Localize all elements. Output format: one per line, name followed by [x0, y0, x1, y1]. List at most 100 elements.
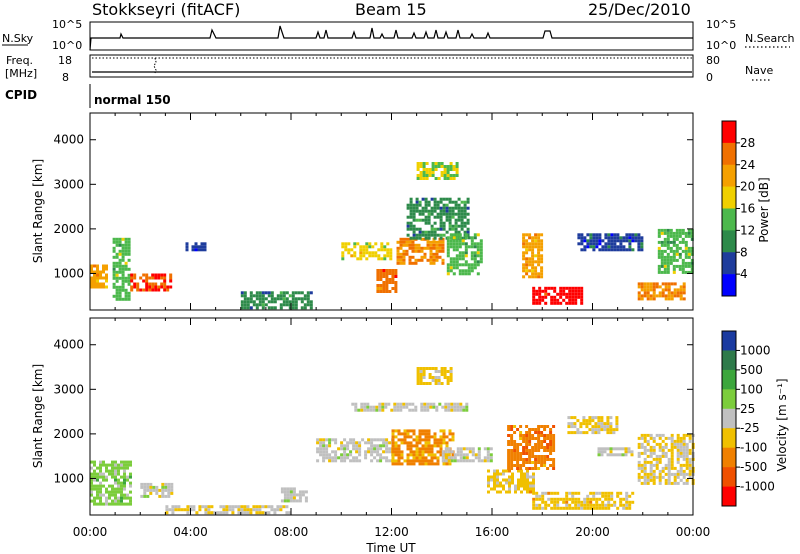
power-cell	[376, 275, 380, 278]
power-cell	[537, 251, 541, 255]
velocity-cell	[532, 497, 536, 501]
power-cell	[383, 248, 387, 252]
velocity-cell	[403, 438, 407, 442]
velocity-cell	[183, 508, 187, 512]
power-cell	[449, 269, 453, 273]
velocity-cell	[375, 405, 379, 409]
power-cell	[439, 221, 443, 225]
power-cell	[595, 236, 599, 240]
velocity-colorbar-tick-label: 1000	[740, 343, 771, 357]
velocity-cell	[679, 478, 683, 482]
power-cell	[383, 245, 387, 249]
power-cell	[191, 245, 195, 249]
velocity-cell	[396, 408, 400, 412]
velocity-cell	[352, 441, 356, 445]
velocity-cell	[688, 463, 692, 467]
velocity-cell	[574, 500, 578, 504]
power-cell	[577, 289, 581, 293]
velocity-cell	[510, 440, 514, 443]
power-cell	[148, 288, 152, 292]
velocity-cell	[394, 429, 398, 433]
velocity-cell	[406, 432, 410, 436]
velocity-cell	[655, 466, 659, 470]
velocity-cell	[358, 441, 362, 445]
power-region	[185, 242, 207, 252]
velocity-cell	[111, 463, 114, 467]
velocity-cell	[167, 494, 171, 498]
power-cell	[640, 282, 644, 286]
power-cell	[628, 239, 632, 243]
power-cell	[306, 297, 310, 301]
velocity-cell	[535, 503, 539, 507]
velocity-cell	[434, 376, 438, 379]
power-cell	[194, 245, 198, 249]
power-cell	[279, 294, 283, 298]
velocity-cell	[525, 461, 529, 464]
velocity-cell	[149, 485, 153, 489]
velocity-cell	[544, 491, 548, 495]
velocity-region	[316, 438, 395, 463]
power-cell	[684, 249, 688, 253]
power-cell	[553, 301, 557, 305]
power-cell	[448, 209, 452, 213]
power-cell	[479, 245, 483, 249]
velocity-cell	[609, 447, 613, 451]
power-cell	[426, 243, 430, 247]
power-cell	[525, 266, 529, 270]
velocity-cell	[99, 496, 102, 500]
power-cell	[376, 287, 380, 290]
velocity-cell	[421, 462, 425, 466]
velocity-cell	[123, 493, 126, 497]
velocity-cell	[613, 503, 617, 507]
power-cell	[421, 218, 425, 222]
velocity-cell	[198, 505, 202, 509]
power-cell	[537, 272, 541, 276]
velocity-cell	[292, 496, 296, 500]
power-cell	[619, 242, 623, 246]
velocity-cell	[397, 462, 401, 466]
velocity-cell	[552, 467, 556, 470]
power-cell	[399, 240, 403, 244]
power-cell	[438, 249, 442, 253]
velocity-cell	[219, 505, 223, 509]
power-colorbar-label: Power [dB]	[757, 177, 771, 242]
velocity-cell	[439, 453, 443, 457]
velocity-cell	[298, 490, 302, 494]
velocity-cell	[129, 463, 132, 467]
power-cell	[631, 248, 635, 252]
velocity-cell	[301, 490, 305, 494]
velocity-cell	[528, 449, 532, 452]
power-cell	[344, 245, 348, 249]
velocity-cell	[418, 462, 422, 466]
velocity-cell	[415, 459, 419, 463]
power-cell	[359, 254, 363, 258]
velocity-cell	[391, 429, 395, 433]
power-cell	[663, 270, 667, 274]
power-cell	[534, 242, 538, 246]
power-cell	[169, 276, 173, 280]
power-cell	[454, 203, 458, 207]
velocity-cell	[167, 485, 171, 489]
velocity-cell	[682, 445, 686, 449]
power-cell	[466, 221, 470, 225]
velocity-cell	[583, 497, 587, 501]
power-cell	[406, 215, 410, 219]
velocity-cell	[685, 472, 689, 476]
power-region	[637, 282, 686, 301]
velocity-cell	[449, 370, 453, 373]
power-cell	[637, 285, 641, 289]
freq-tick-bottom: 8	[62, 71, 69, 84]
power-cell	[580, 242, 584, 246]
velocity-cell	[682, 457, 686, 461]
velocity-cell	[507, 434, 511, 437]
velocity-cell	[423, 408, 427, 412]
velocity-cell	[369, 405, 373, 409]
velocity-cell	[667, 478, 671, 482]
power-cell	[664, 297, 668, 301]
power-cell	[452, 245, 456, 249]
power-cell	[365, 251, 369, 255]
velocity-cell	[468, 450, 472, 454]
velocity-cell	[258, 511, 262, 515]
velocity-cell	[322, 453, 326, 457]
velocity-cell	[152, 485, 156, 489]
